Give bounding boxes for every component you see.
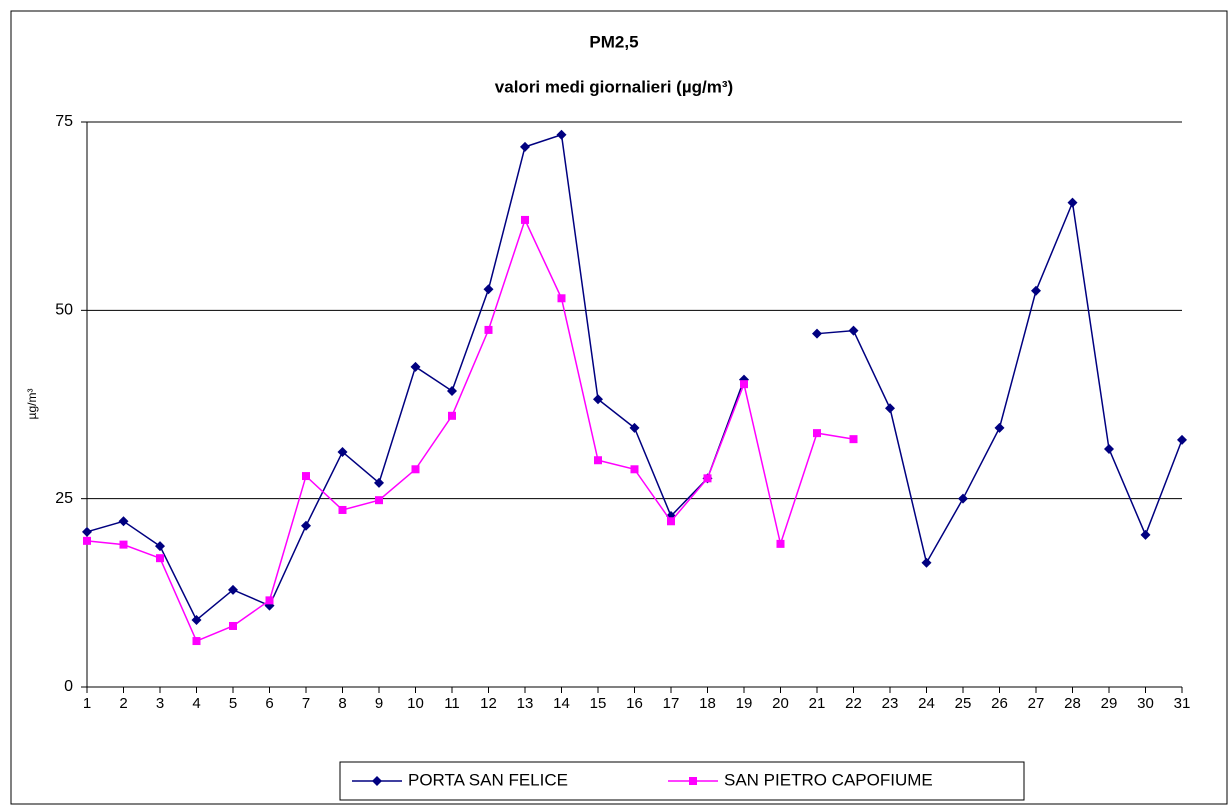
chart-border	[10, 10, 1228, 805]
x-tick-label: 19	[736, 695, 753, 712]
legend-marker	[689, 777, 697, 785]
data-point	[228, 584, 238, 595]
data-point	[338, 505, 347, 514]
x-tick-label: 25	[955, 695, 972, 712]
x-tick-label: 10	[407, 695, 424, 712]
x-tick-label: 7	[302, 695, 310, 712]
x-tick-label: 13	[517, 695, 534, 712]
data-point	[265, 596, 274, 605]
data-point	[813, 429, 821, 438]
data-point	[484, 325, 493, 334]
x-tick-label: 23	[882, 695, 899, 712]
data-point	[1177, 434, 1187, 445]
data-point	[629, 422, 640, 433]
data-point	[593, 394, 603, 405]
x-tick-label: 16	[626, 695, 643, 712]
chart-title: PM2,5	[589, 32, 638, 51]
data-point	[557, 294, 566, 303]
data-point	[229, 621, 237, 630]
x-tick-label: 5	[229, 695, 237, 712]
y-tick-label: 75	[55, 113, 73, 130]
data-point	[885, 403, 895, 414]
data-point	[521, 215, 529, 224]
data-point	[374, 477, 384, 488]
data-point	[848, 325, 859, 336]
data-point	[448, 411, 456, 420]
x-tick-label: 6	[265, 695, 273, 712]
x-tick-label: 12	[480, 695, 497, 712]
x-tick-label: 4	[192, 695, 200, 712]
x-tick-label: 30	[1137, 695, 1154, 712]
x-tick-label: 28	[1064, 695, 1081, 712]
x-tick-label: 18	[699, 695, 716, 712]
x-tick-label: 26	[991, 695, 1008, 712]
data-point	[594, 456, 602, 465]
x-tick-label: 20	[772, 695, 789, 712]
legend-label: SAN PIETRO CAPOFIUME	[724, 770, 933, 789]
data-point	[776, 539, 785, 548]
x-tick-label: 3	[156, 695, 164, 712]
data-point	[337, 446, 348, 457]
legend-marker	[372, 776, 382, 786]
x-tick-label: 9	[375, 695, 383, 712]
data-point	[1067, 197, 1078, 208]
x-tick-label: 2	[119, 695, 127, 712]
x-tick-label: 24	[918, 695, 935, 712]
data-point	[83, 536, 91, 545]
data-point	[812, 328, 822, 339]
legend-label: PORTA SAN FELICE	[408, 770, 568, 789]
data-point	[483, 284, 494, 295]
x-tick-label: 14	[553, 695, 570, 712]
x-tick-label: 15	[590, 695, 607, 712]
data-point	[82, 526, 92, 537]
data-point	[921, 557, 932, 568]
x-tick-label: 17	[663, 695, 680, 712]
data-point	[630, 465, 639, 474]
x-tick-label: 21	[809, 695, 826, 712]
data-point	[667, 517, 675, 526]
data-point	[520, 141, 530, 152]
data-point	[447, 385, 457, 396]
data-point	[1140, 529, 1151, 540]
data-point	[375, 496, 383, 505]
x-tick-label: 11	[444, 695, 460, 712]
data-point	[994, 422, 1005, 433]
data-point	[301, 520, 311, 531]
y-axis-label: µg/m³	[25, 389, 39, 420]
x-tick-label: 31	[1174, 695, 1191, 712]
y-tick-label: 50	[55, 302, 73, 319]
x-tick-label: 8	[338, 695, 346, 712]
data-point	[849, 435, 858, 444]
data-point	[118, 516, 129, 527]
data-point	[192, 637, 201, 646]
series-line	[86, 217, 854, 643]
x-tick-label: 22	[845, 695, 862, 712]
data-point	[1031, 285, 1041, 296]
chart-subtitle: valori medi giornalieri (µg/m³)	[495, 77, 733, 96]
y-tick-label: 25	[55, 490, 73, 507]
x-tick-label: 1	[83, 695, 91, 712]
data-point	[191, 614, 202, 625]
y-tick-label: 0	[64, 678, 73, 695]
data-point	[1104, 443, 1114, 454]
x-tick-label: 29	[1101, 695, 1118, 712]
data-point	[119, 540, 128, 549]
data-point	[556, 129, 567, 140]
x-tick-label: 27	[1028, 695, 1045, 712]
data-point	[411, 465, 420, 474]
data-point	[958, 493, 968, 504]
data-point	[155, 541, 165, 552]
data-point	[410, 361, 421, 372]
data-point	[703, 474, 712, 483]
data-point	[156, 554, 164, 563]
data-point	[740, 380, 748, 389]
data-point	[302, 472, 310, 481]
